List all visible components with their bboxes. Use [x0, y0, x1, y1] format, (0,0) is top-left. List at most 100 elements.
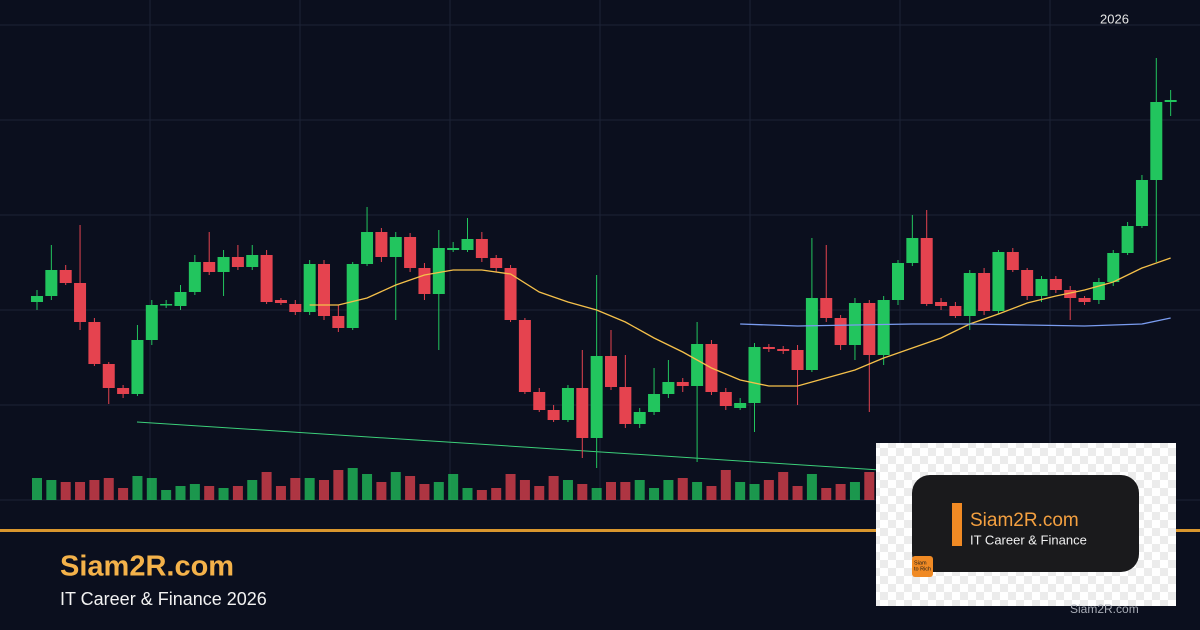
candle-body	[1021, 270, 1034, 296]
candle-body	[1064, 290, 1077, 298]
volume-bar	[333, 470, 344, 500]
volume-bar	[347, 468, 358, 500]
candle-body	[978, 273, 991, 311]
volume-bar	[462, 488, 473, 500]
candle-body	[31, 296, 43, 302]
candle-body	[920, 238, 933, 304]
candle-body	[102, 364, 115, 388]
candle-body	[676, 382, 689, 386]
candle-body	[246, 255, 259, 267]
volume-bar	[692, 482, 703, 500]
volume-bar	[32, 478, 42, 500]
candle-body	[490, 258, 503, 268]
volume-bar	[864, 472, 875, 500]
volume-bar	[562, 480, 573, 500]
volume-bar	[720, 470, 731, 500]
candle-body	[791, 350, 804, 370]
candle-body	[662, 382, 675, 394]
volume-bar	[476, 490, 487, 500]
candle-body	[1006, 252, 1019, 270]
volume-bar	[491, 488, 502, 500]
candle-body	[805, 298, 818, 370]
volume-bar	[821, 488, 832, 500]
volume-bar	[118, 488, 129, 500]
volume-bar	[189, 484, 200, 500]
volume-bar	[419, 484, 430, 500]
volume-bar	[835, 484, 846, 500]
candle-body	[691, 344, 704, 386]
candle-body	[231, 257, 244, 267]
candle-body	[1078, 298, 1091, 302]
candle-body	[777, 349, 790, 351]
volume-bar	[649, 488, 660, 500]
candle-body	[762, 347, 775, 349]
volume-bar	[849, 482, 860, 500]
logo-title: Siam2R.com	[970, 510, 1079, 531]
volume-bar	[591, 488, 602, 500]
candle-body	[447, 248, 460, 250]
volume-bar	[89, 480, 100, 500]
volume-bar	[275, 486, 286, 500]
volume-bar	[232, 486, 243, 500]
volume-bar	[763, 480, 774, 500]
volume-bar	[146, 478, 157, 500]
volume-bar	[319, 480, 329, 500]
volume-bar	[218, 488, 229, 500]
candle-body	[432, 248, 445, 294]
candle-body	[633, 412, 646, 424]
volume-bar	[620, 482, 631, 500]
candle-body	[906, 238, 919, 263]
candle-body	[533, 392, 546, 410]
candle-body	[88, 322, 101, 364]
candle-body	[992, 252, 1005, 311]
candle-body	[404, 237, 417, 268]
watermark: Siam2R.com	[1070, 602, 1139, 616]
badge-text: to Rich	[914, 566, 931, 572]
logo-bar	[952, 503, 962, 546]
volume-bar	[132, 476, 143, 500]
candle-body	[274, 300, 287, 303]
candle-body	[131, 340, 144, 394]
candle-body	[203, 262, 216, 272]
candle-body	[1164, 100, 1177, 102]
logo-badge	[912, 556, 933, 577]
logo-card: Siam2R.com IT Career & Finance Siam to R…	[876, 443, 1176, 606]
volume-bar	[75, 482, 86, 500]
volume-bar	[606, 482, 616, 500]
volume-bar	[677, 478, 688, 500]
volume-bar	[663, 480, 674, 500]
volume-bar	[778, 472, 789, 500]
year-label: 2026	[1100, 11, 1129, 26]
candle-body	[1150, 102, 1163, 180]
volume-bar	[448, 474, 459, 500]
moving-average	[309, 257, 1171, 387]
candle-body	[820, 298, 833, 318]
volume-bar	[261, 472, 272, 500]
logo-tagline: IT Career & Finance	[970, 532, 1087, 547]
candle-body	[289, 304, 302, 312]
volume-bar	[792, 486, 803, 500]
volume-bar	[519, 480, 530, 500]
candle-body	[74, 283, 87, 322]
candle-body	[145, 305, 158, 340]
candle-body	[719, 392, 732, 406]
candle-body	[418, 268, 431, 294]
candle-body	[1135, 180, 1148, 226]
volume-bar	[175, 486, 186, 500]
candle-body	[59, 270, 72, 283]
volume-bar	[304, 478, 315, 500]
candle-body	[1049, 279, 1062, 290]
volume-bar	[376, 482, 387, 500]
candle-body	[389, 237, 402, 257]
volume-bar	[204, 486, 215, 500]
candle-body	[561, 388, 574, 420]
badge-text: Siam	[914, 560, 927, 566]
candle-body	[848, 303, 861, 345]
volume-bar	[634, 480, 645, 500]
candle-body	[318, 264, 330, 316]
candle-body	[375, 232, 388, 257]
footer-subtitle: IT Career & Finance 2026	[60, 589, 267, 609]
candle-body	[260, 255, 273, 302]
candle-body	[188, 262, 201, 292]
